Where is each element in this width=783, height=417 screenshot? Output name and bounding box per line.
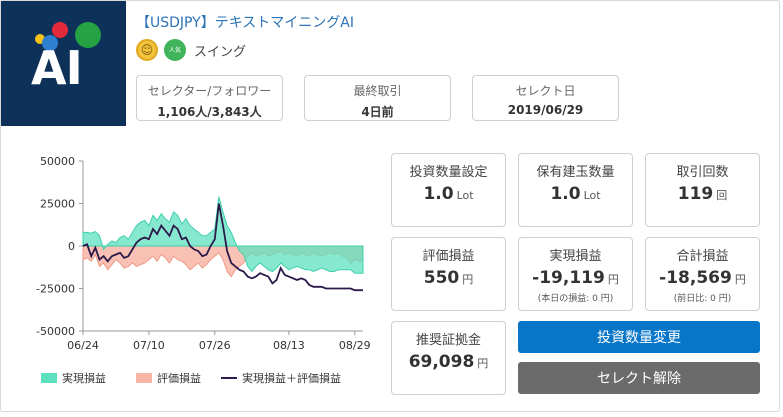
unrealized-unit: 円 [462,273,474,286]
legend-label: 実現損益＋評価損益 [242,371,341,385]
user-badge-icon: ☺ [136,39,158,61]
legend-swatch [136,373,152,383]
unrealized-value: 550 [423,268,460,288]
select-date-box: セレクト日 2019/06/29 [472,75,619,121]
realized-label: 実現損益 [549,249,602,264]
last-trade-value: 4日前 [361,105,394,119]
popular-badge-icon: 人気 [164,39,186,61]
legend-label: 評価損益 [157,371,201,385]
x-tick-label: 07/26 [199,339,231,352]
x-tick-label: 07/10 [133,339,165,352]
realized-today: (本日の損益: 0 円) [537,294,614,304]
select-date-value: 2019/06/29 [507,103,584,117]
margin-unit: 円 [477,357,489,370]
logo-dot-red [52,22,68,38]
select-date-label: セレクト日 [515,84,576,98]
trades-value: 119 [677,184,714,204]
margin-value: 69,098 [408,352,475,372]
invest-amount-value: 1.0 [423,184,454,204]
invest-amount-unit: Lot [456,189,474,202]
last-trade-label: 最終取引 [353,84,402,98]
total-unit: 円 [734,273,746,286]
y-tick-label: 25000 [40,198,75,211]
position-value: 1.0 [550,184,581,204]
x-tick-label: 06/24 [67,339,99,352]
popular-badge-label: 人気 [168,46,181,54]
legend-label: 実現損益 [62,371,106,385]
last-trade-box: 最終取引 4日前 [304,75,451,121]
y-tick-label: 50000 [40,155,75,168]
position-box: 保有建玉数量 1.0 Lot [518,153,633,227]
selector-follower-box: セレクター/フォロワー 1,106人/3,843人 [136,75,283,121]
combined-line [82,203,363,292]
x-tick-label: 08/13 [273,339,305,352]
total-box: 合計損益 -18,569 円 (前日比: 0 円) [645,237,760,311]
logo-dot-yellow [35,34,45,44]
selector-follower-value: 1,106人/3,843人 [157,105,262,119]
invest-amount-box: 投資数量設定 1.0 Lot [391,153,506,227]
total-label: 合計損益 [676,249,729,264]
logo-dot-blue [42,35,58,51]
pnl-chart: 50000 25000 0 -25000 -50000 06/24 07/10 07/26 08… [21,151,371,396]
invest-amount-label: 投資数量設定 [409,165,488,180]
selector-follower-label: セレクター/フォロワー [147,84,272,98]
change-amount-button[interactable]: 投資数量変更 [518,321,760,353]
total-prev-day: (前日比: 0 円) [673,294,732,304]
logo-text: AI [31,41,83,95]
style-tag: スイング [194,44,247,60]
y-tick-label: -25000 [36,283,75,296]
position-label: 保有建玉数量 [536,165,615,180]
realized-value: -19,119 [532,268,605,288]
y-tick-label: -50000 [36,325,75,338]
position-unit: Lot [583,189,601,202]
unrealized-box: 評価損益 550 円 [391,237,506,311]
tag-row: ☺ 人気 スイング [136,39,246,61]
ai-logo: AI [1,1,126,126]
legend-swatch [41,373,57,383]
x-tick-label: 08/29 [339,339,371,352]
total-value: -18,569 [659,268,732,288]
trades-label: 取引回数 [676,165,729,180]
realized-box: 実現損益 -19,119 円 (本日の損益: 0 円) [518,237,633,311]
strategy-title[interactable]: 【USDJPY】テキストマイニングAI [136,15,355,31]
y-tick-label: 0 [68,240,75,253]
realized-unit: 円 [607,273,619,286]
realized-area [82,196,364,274]
margin-box: 推奨証拠金 69,098 円 [391,321,506,395]
trades-box: 取引回数 119 回 [645,153,760,227]
cancel-select-button[interactable]: セレクト解除 [518,362,760,394]
trades-unit: 回 [716,189,728,202]
margin-label: 推奨証拠金 [415,333,481,348]
unrealized-label: 評価損益 [422,249,475,264]
logo-dot-green [75,22,101,48]
